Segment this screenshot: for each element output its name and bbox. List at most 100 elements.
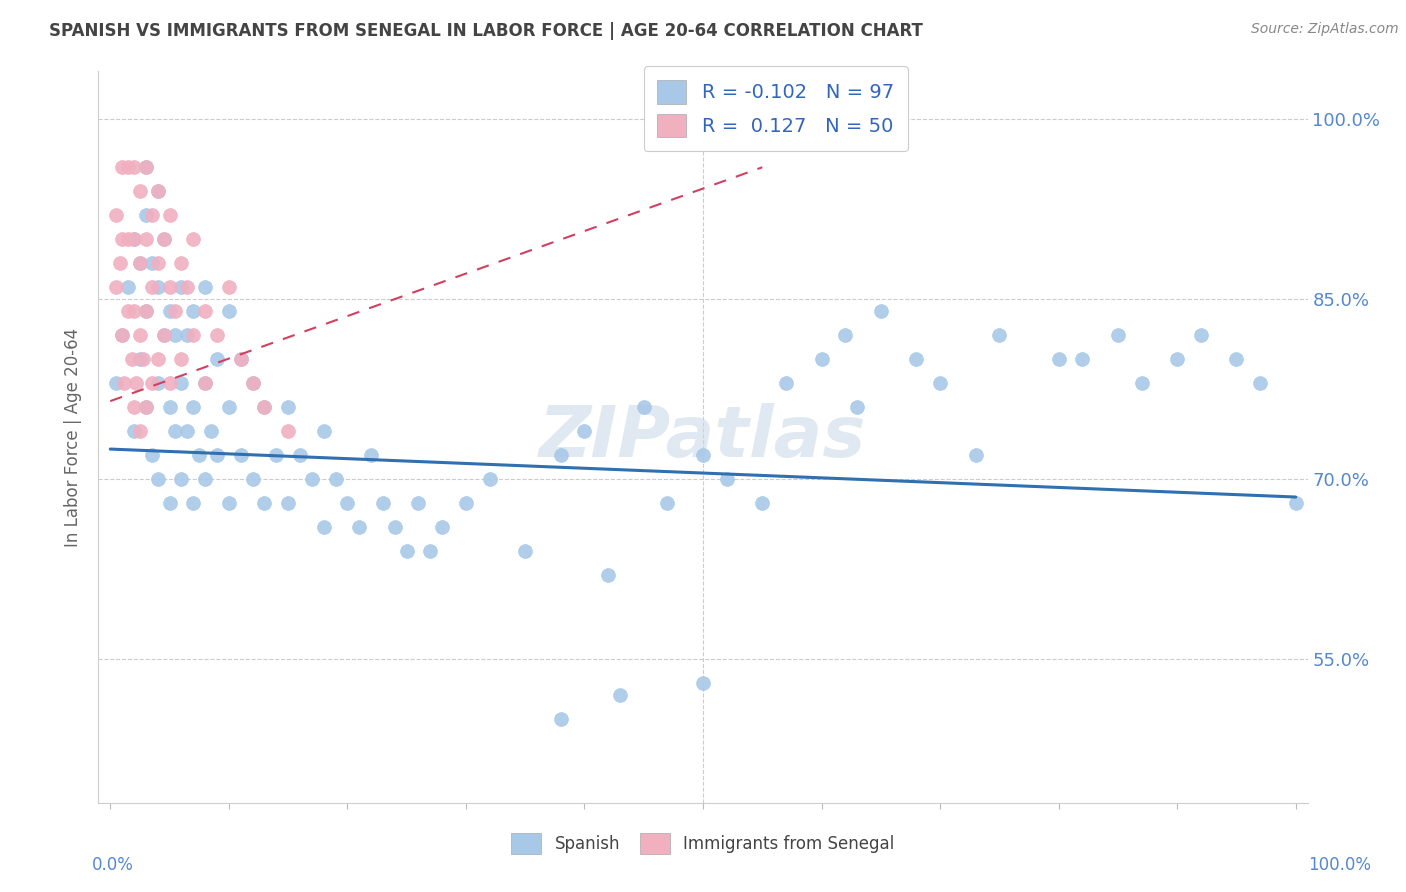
Point <box>218 280 240 294</box>
Point <box>751 496 773 510</box>
Point <box>1071 352 1094 367</box>
Point <box>114 376 136 391</box>
Point <box>301 472 323 486</box>
Point <box>550 712 572 726</box>
Point <box>141 208 163 222</box>
Point <box>159 304 181 318</box>
Point <box>125 376 148 391</box>
Point <box>633 400 655 414</box>
Point <box>550 448 572 462</box>
Point <box>146 184 169 198</box>
Point <box>111 161 134 175</box>
Point <box>692 676 714 690</box>
Point <box>478 472 501 486</box>
Point <box>515 544 537 558</box>
Point <box>181 232 204 246</box>
Point <box>152 232 174 246</box>
Point <box>129 424 152 438</box>
Point <box>152 232 174 246</box>
Point <box>360 448 382 462</box>
Point <box>181 400 204 414</box>
Point <box>242 376 264 391</box>
Point <box>1189 328 1212 343</box>
Point <box>135 400 157 414</box>
Point <box>277 400 299 414</box>
Point <box>135 400 157 414</box>
Point <box>141 448 163 462</box>
Point <box>419 544 441 558</box>
Point <box>218 400 240 414</box>
Point <box>176 280 198 294</box>
Point <box>105 376 128 391</box>
Point <box>176 424 198 438</box>
Point <box>111 328 134 343</box>
Point <box>135 304 157 318</box>
Point <box>135 232 157 246</box>
Point <box>132 352 155 367</box>
Point <box>229 352 252 367</box>
Point <box>205 448 228 462</box>
Y-axis label: In Labor Force | Age 20-64: In Labor Force | Age 20-64 <box>65 327 83 547</box>
Point <box>108 256 131 270</box>
Point <box>384 520 406 534</box>
Point <box>692 448 714 462</box>
Point <box>869 304 891 318</box>
Point <box>146 280 169 294</box>
Point <box>176 328 198 343</box>
Text: Source: ZipAtlas.com: Source: ZipAtlas.com <box>1251 22 1399 37</box>
Point <box>135 161 157 175</box>
Point <box>205 328 228 343</box>
Point <box>122 232 145 246</box>
Point <box>194 304 217 318</box>
Point <box>205 352 228 367</box>
Point <box>152 328 174 343</box>
Point <box>288 448 311 462</box>
Text: SPANISH VS IMMIGRANTS FROM SENEGAL IN LABOR FORCE | AGE 20-64 CORRELATION CHART: SPANISH VS IMMIGRANTS FROM SENEGAL IN LA… <box>49 22 924 40</box>
Point <box>146 352 169 367</box>
Point <box>454 496 477 510</box>
Point <box>312 520 335 534</box>
Point <box>200 424 222 438</box>
Point <box>810 352 832 367</box>
Point <box>1166 352 1188 367</box>
Point <box>657 496 679 510</box>
Point <box>395 544 418 558</box>
Point <box>117 280 139 294</box>
Point <box>159 400 181 414</box>
Text: 0.0%: 0.0% <box>91 856 134 874</box>
Point <box>117 232 139 246</box>
Point <box>170 352 193 367</box>
Point <box>242 376 264 391</box>
Point <box>105 208 128 222</box>
Point <box>371 496 394 510</box>
Point <box>159 496 181 510</box>
Point <box>264 448 287 462</box>
Point <box>775 376 797 391</box>
Point <box>229 448 252 462</box>
Point <box>146 376 169 391</box>
Point <box>159 376 181 391</box>
Point <box>181 304 204 318</box>
Point <box>188 448 211 462</box>
Point <box>347 520 370 534</box>
Point <box>1225 352 1247 367</box>
Point <box>312 424 335 438</box>
Point <box>170 472 193 486</box>
Point <box>574 424 596 438</box>
Point <box>170 256 193 270</box>
Point <box>170 280 193 294</box>
Point <box>181 496 204 510</box>
Point <box>105 280 128 294</box>
Point <box>122 161 145 175</box>
Point <box>165 424 187 438</box>
Legend: Spanish, Immigrants from Senegal: Spanish, Immigrants from Senegal <box>505 827 901 860</box>
Point <box>1130 376 1153 391</box>
Point <box>229 352 252 367</box>
Point <box>1107 328 1129 343</box>
Point <box>111 328 134 343</box>
Point <box>598 568 620 582</box>
Point <box>146 256 169 270</box>
Point <box>146 472 169 486</box>
Point <box>111 232 134 246</box>
Point <box>253 496 276 510</box>
